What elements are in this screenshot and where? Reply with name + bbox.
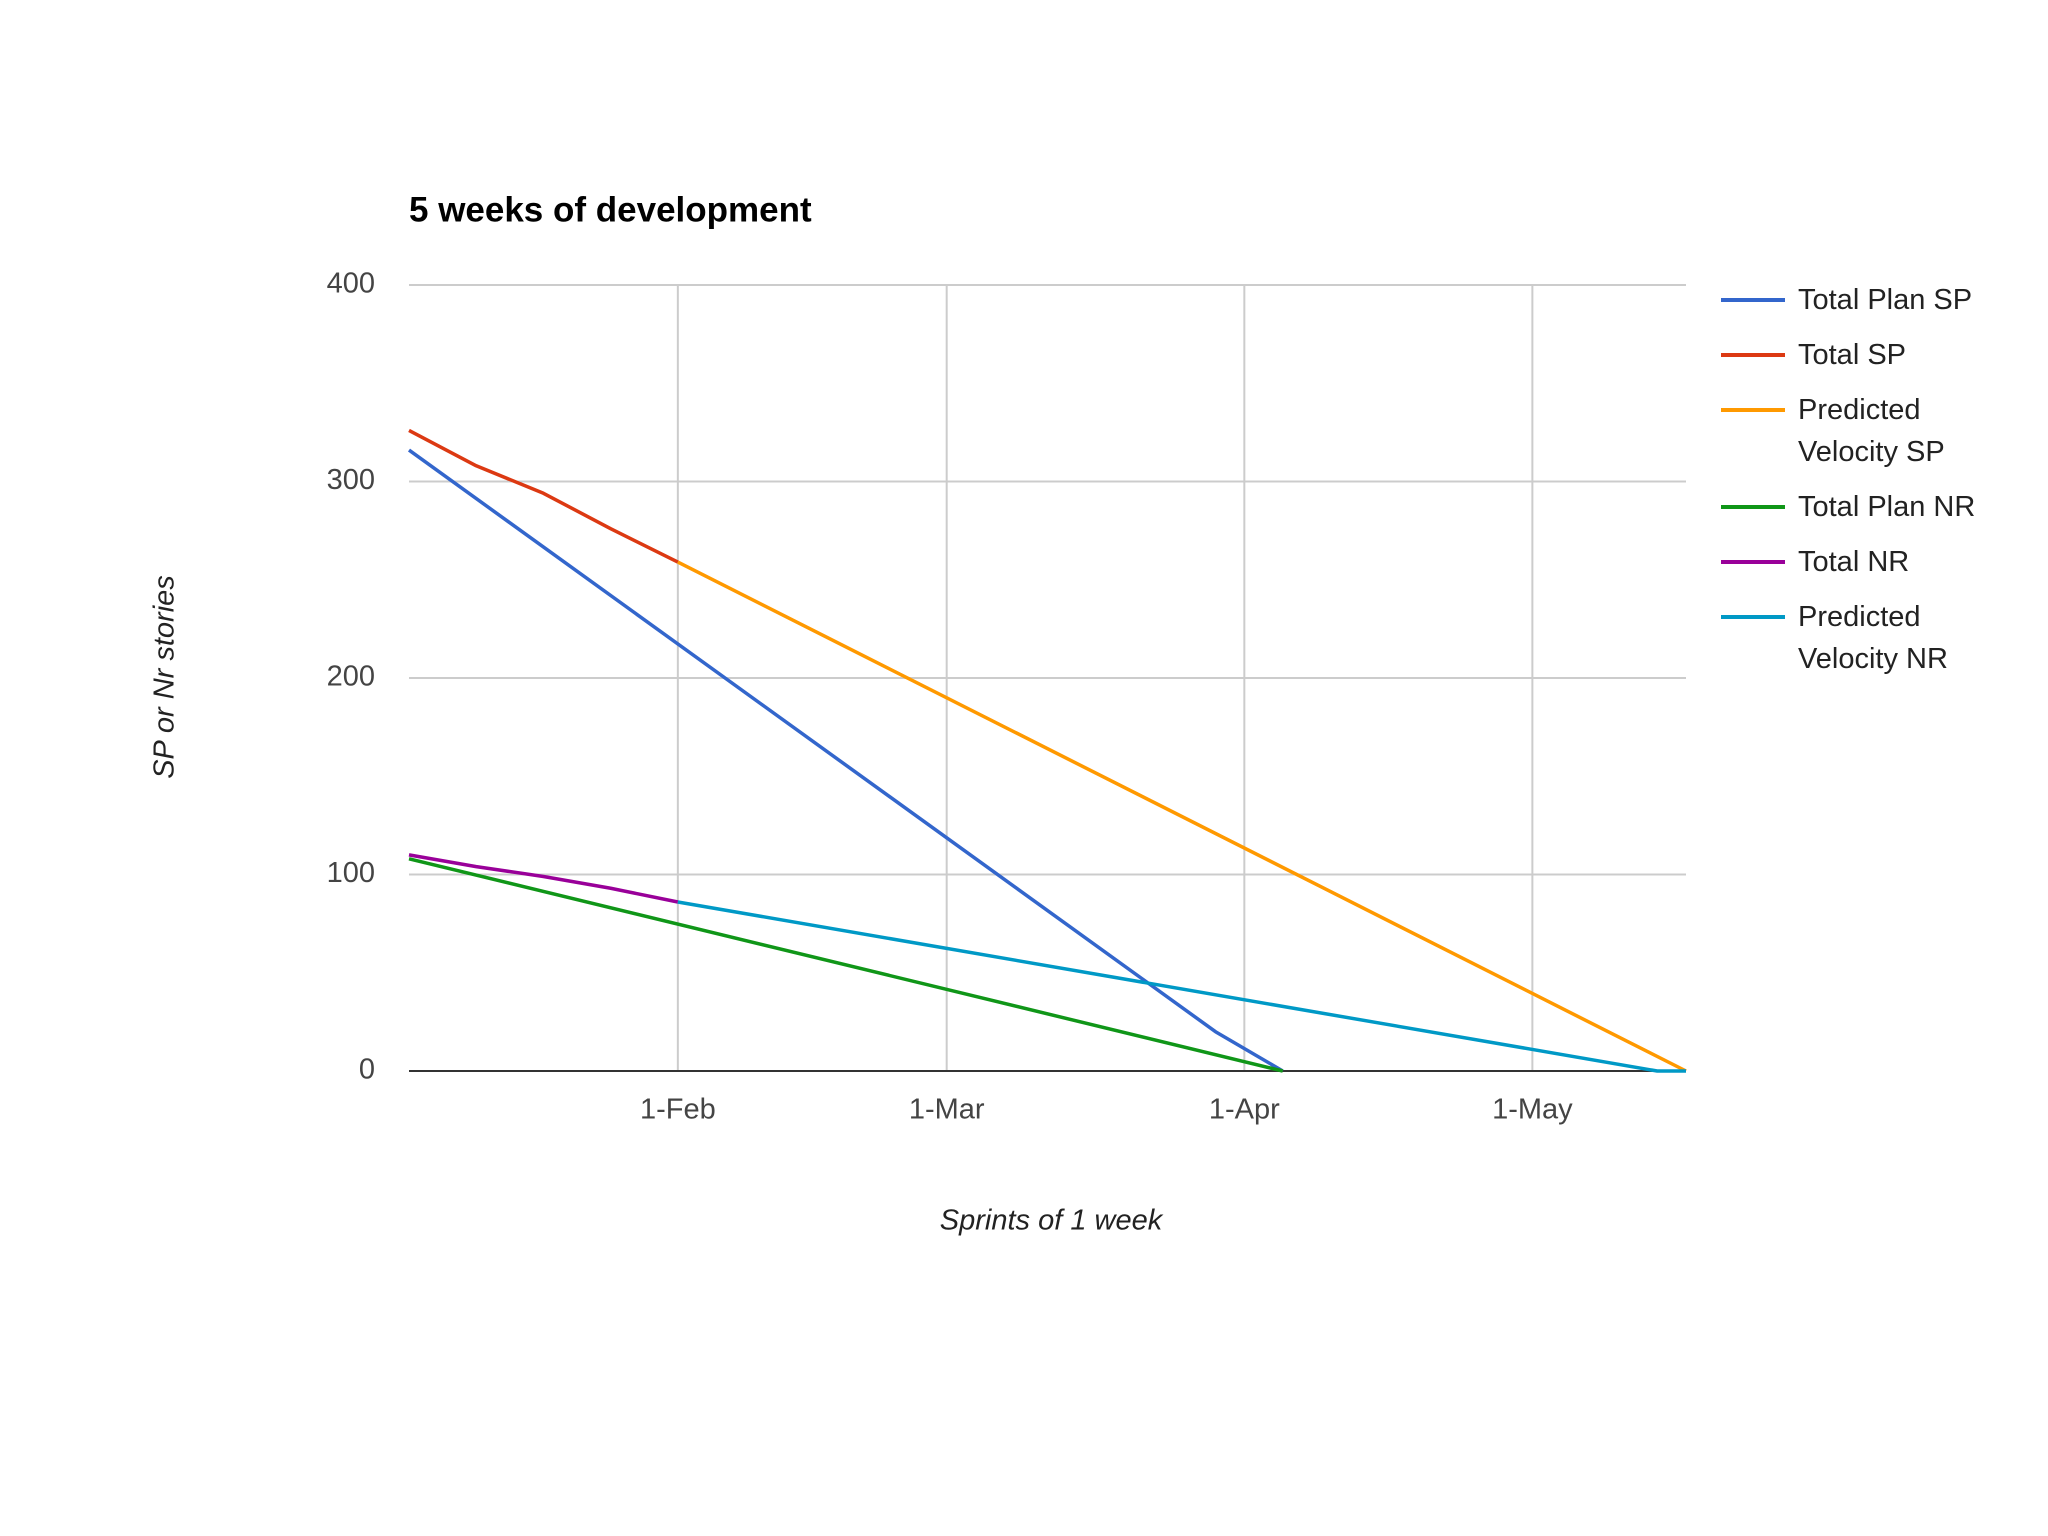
legend-item: Total Plan SP bbox=[1721, 279, 2013, 321]
series-line bbox=[408, 428, 679, 564]
grid: 0 100 200 300 400 1-Feb 1-Mar 1-Apr 1-May bbox=[327, 268, 1686, 1126]
legend-label: Predicted Velocity SP bbox=[1798, 394, 1945, 468]
y-tick-label: 100 bbox=[327, 857, 375, 889]
chart-title: 5 weeks of development bbox=[409, 190, 812, 229]
series-line bbox=[408, 857, 1284, 1073]
legend: Total Plan SP Total SP Predicted Velocity … bbox=[1721, 279, 2013, 680]
series-line bbox=[677, 560, 1687, 1073]
x-tick-label: 1-Feb bbox=[640, 1094, 716, 1126]
x-axis-title: Sprints of 1 week bbox=[940, 1205, 1164, 1237]
series-line bbox=[677, 900, 1686, 1073]
legend-label: Predicted Velocity NR bbox=[1798, 601, 1948, 675]
legend-swatch bbox=[1721, 560, 1785, 564]
y-tick-label: 300 bbox=[327, 464, 375, 496]
legend-item: Predicted Velocity SP bbox=[1721, 389, 2013, 473]
series-line bbox=[407, 448, 1284, 1073]
x-tick-label: 1-Mar bbox=[909, 1094, 985, 1126]
y-tick-label: 400 bbox=[327, 268, 375, 300]
y-axis-title: SP or Nr stories bbox=[149, 575, 181, 779]
y-tick-label: 200 bbox=[327, 661, 375, 693]
y-tick-label: 0 bbox=[359, 1054, 375, 1086]
legend-swatch bbox=[1721, 615, 1785, 619]
legend-item: Predicted Velocity NR bbox=[1721, 596, 2013, 680]
legend-swatch bbox=[1721, 408, 1785, 412]
legend-item: Total Plan NR bbox=[1721, 486, 2013, 528]
x-tick-label: 1-May bbox=[1492, 1094, 1573, 1126]
legend-swatch bbox=[1721, 505, 1785, 509]
legend-item: Total SP bbox=[1721, 334, 2013, 376]
legend-item: Total NR bbox=[1721, 541, 2013, 583]
x-tick-label: 1-Apr bbox=[1209, 1094, 1280, 1126]
legend-swatch bbox=[1721, 298, 1785, 302]
legend-label: Total NR bbox=[1798, 546, 1910, 578]
legend-swatch bbox=[1721, 353, 1785, 357]
legend-label: Total Plan NR bbox=[1798, 491, 1976, 523]
legend-label: Total Plan SP bbox=[1798, 284, 1973, 316]
legend-label: Total SP bbox=[1798, 339, 1906, 371]
series-line bbox=[408, 853, 679, 904]
plot-lines bbox=[407, 428, 1687, 1073]
